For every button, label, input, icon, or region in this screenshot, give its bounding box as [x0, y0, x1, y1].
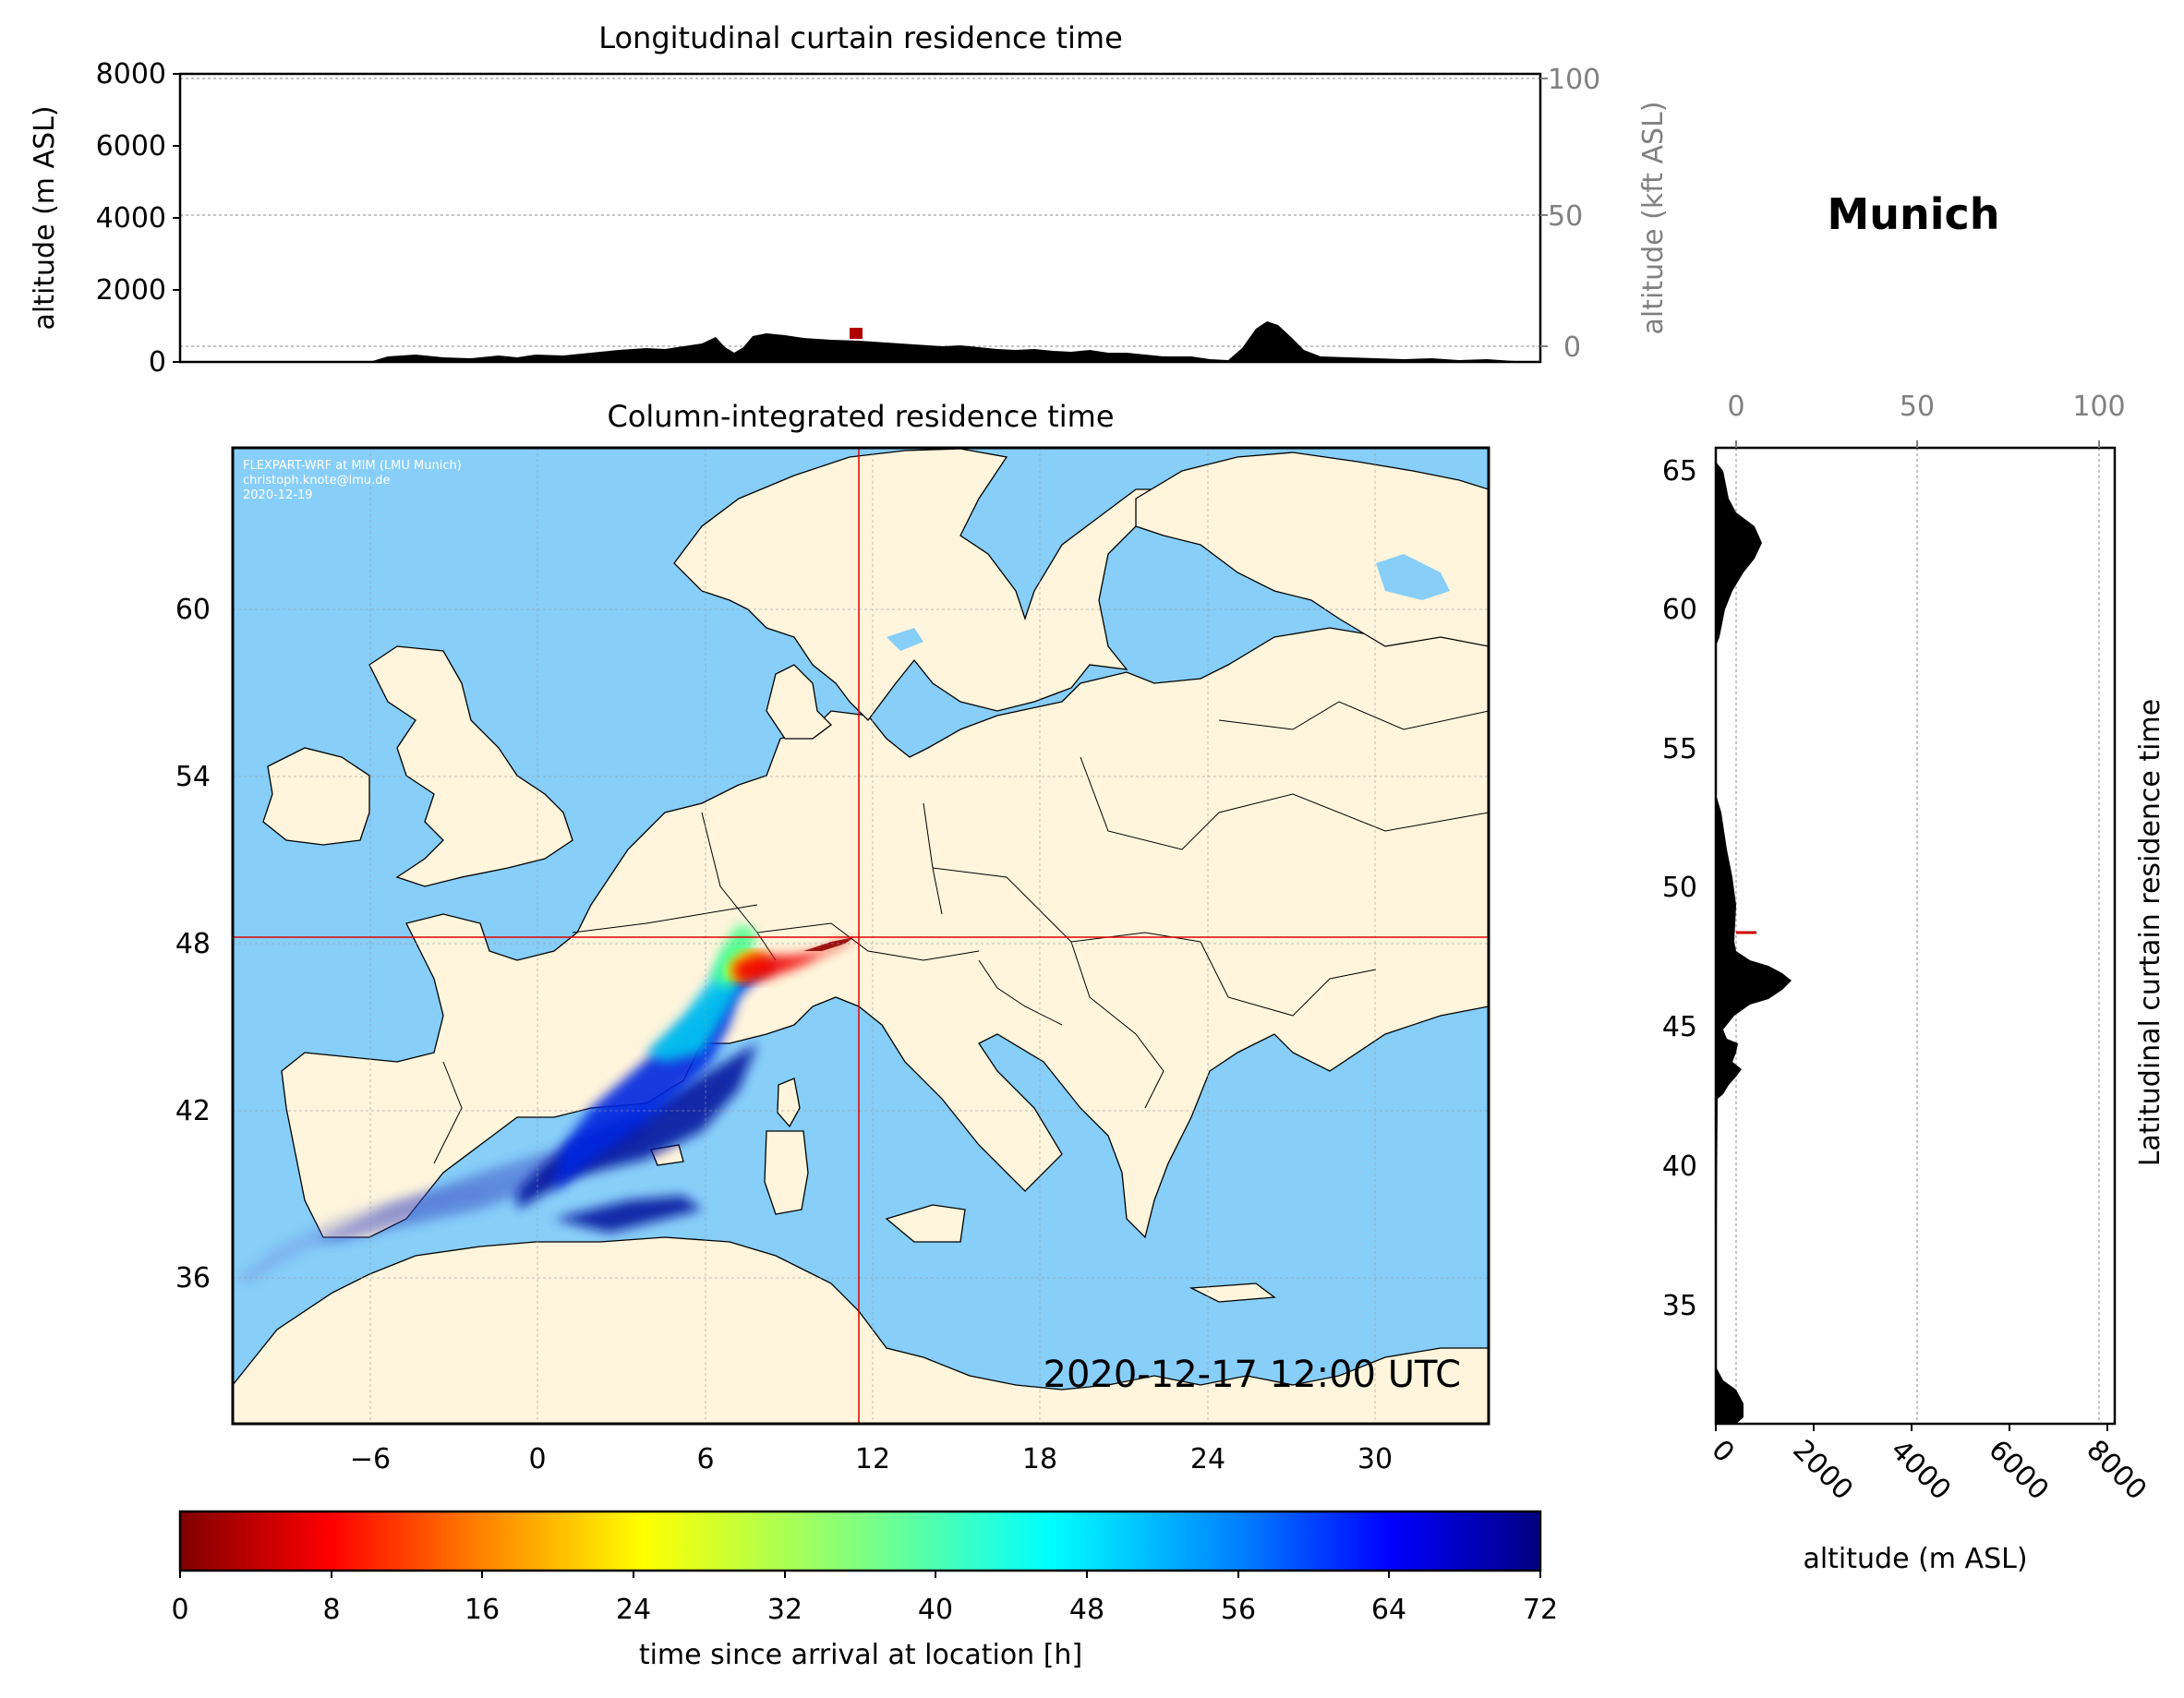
map-x-tick-12: 12 — [855, 1443, 890, 1475]
map-land-corsica — [777, 1078, 801, 1128]
side-top-tick-50: 50 — [1900, 391, 1935, 423]
map-x-tick-m6: −6 — [350, 1443, 391, 1475]
colorbar-tick-24: 24 — [616, 1594, 651, 1626]
map-x-tick-0: 0 — [528, 1443, 546, 1475]
side-bottom-tick-6000: 6000 — [1982, 1434, 2055, 1507]
map-timestamp: 2020-12-17 12:00 UTC — [1044, 1354, 1461, 1396]
side-curtain-frame — [1714, 446, 2117, 1426]
top-left-axis: 0 2000 4000 6000 8000 — [96, 58, 180, 379]
map-x-tick-30: 30 — [1357, 1443, 1393, 1475]
side-curtain-terrain — [1716, 462, 1792, 1424]
side-bottom-axis-label: altitude (m ASL) — [1803, 1543, 2027, 1575]
plume-head-dark — [803, 937, 854, 951]
map-plume — [235, 923, 859, 1283]
colorbar-tick-16: 16 — [465, 1594, 500, 1626]
top-curtain-frame — [178, 72, 1542, 364]
top-curtain-residence-marker — [850, 328, 863, 339]
map-y-tick-42: 42 — [175, 1095, 211, 1127]
colorbar-tick-56: 56 — [1221, 1594, 1256, 1626]
credit-line-2: christoph.knote@lmu.de — [243, 474, 391, 488]
map-land-sardinia — [764, 1130, 809, 1215]
top-right-axis-label: altitude (kft ASL) — [1637, 101, 1670, 334]
colorbar — [178, 1510, 1542, 1572]
map-x-axis: −6 0 6 12 18 24 30 — [350, 1443, 1393, 1475]
top-curtain-terrain — [180, 321, 1540, 362]
top-left-tick-4000: 4000 — [96, 202, 166, 235]
map-land-continent — [281, 627, 1489, 1239]
side-bottom-axis: 0 2000 4000 6000 8000 — [1705, 1424, 2153, 1507]
top-left-axis-label: altitude (m ASL) — [29, 105, 61, 330]
side-lat-tick-50: 50 — [1662, 872, 1697, 904]
top-right-axis: 0 50 100 — [1540, 64, 1600, 364]
receptor-crosshair — [233, 448, 1489, 1424]
map-land-britain — [368, 645, 573, 887]
top-curtain-plot — [178, 72, 1542, 364]
map-y-axis: 60 54 48 42 36 — [175, 594, 211, 1295]
colorbar-tick-0: 0 — [171, 1594, 188, 1626]
side-curtain-plot — [1714, 446, 2117, 1426]
side-bottom-tick-2000: 2000 — [1786, 1434, 1859, 1507]
map-panel-title: Column-integrated residence time — [607, 399, 1114, 434]
colorbar-ticks: 0 8 16 24 32 40 48 56 64 72 — [171, 1571, 1558, 1626]
colorbar-tick-48: 48 — [1069, 1594, 1104, 1626]
map-y-tick-60: 60 — [175, 594, 211, 626]
plume-body-deep — [517, 1043, 757, 1233]
map-y-tick-36: 36 — [175, 1262, 211, 1295]
top-right-tick-100: 100 — [1548, 64, 1600, 96]
top-left-tick-6000: 6000 — [96, 130, 166, 163]
credit-line-3: 2020-12-19 — [243, 488, 313, 502]
side-lat-axis: 65 60 55 50 45 40 35 — [1662, 455, 1697, 1322]
map-x-tick-6: 6 — [696, 1443, 714, 1475]
side-lat-tick-40: 40 — [1662, 1150, 1697, 1183]
map-y-tick-54: 54 — [175, 761, 211, 793]
colorbar-label: time since arrival at location [h] — [639, 1639, 1082, 1671]
plume-body-green — [711, 923, 757, 988]
top-right-tick-0: 0 — [1563, 331, 1581, 364]
credit-line-1: FLEXPART-WRF at MIM (LMU Munich) — [243, 459, 462, 473]
side-lat-tick-60: 60 — [1662, 594, 1697, 626]
map-land-sicily — [885, 1204, 966, 1243]
map-land-finland — [1135, 452, 1489, 647]
colorbar-tick-32: 32 — [767, 1594, 802, 1626]
top-left-tick-0: 0 — [149, 346, 166, 379]
top-left-tick-2000: 2000 — [96, 274, 166, 307]
colorbar-tick-64: 64 — [1371, 1594, 1406, 1626]
map-credits: FLEXPART-WRF at MIM (LMU Munich) christo… — [243, 459, 462, 502]
side-top-tick-100: 100 — [2072, 391, 2125, 423]
colorbar-tick-72: 72 — [1523, 1594, 1558, 1626]
top-left-tick-8000: 8000 — [96, 58, 166, 90]
map-land-ireland — [262, 747, 370, 846]
map-land-crete — [1189, 1283, 1276, 1303]
map-land-denmark — [766, 664, 832, 740]
map-lake-vanern — [887, 628, 923, 651]
side-top-axis: 0 50 100 — [1727, 391, 2126, 448]
location-title: Munich — [1827, 189, 1999, 239]
side-right-axis-label: Latitudinal curtain residence time — [2134, 699, 2166, 1166]
side-lat-tick-35: 35 — [1662, 1290, 1697, 1322]
side-bottom-tick-0: 0 — [1705, 1434, 1740, 1469]
side-lat-tick-45: 45 — [1662, 1011, 1697, 1043]
map-frame — [231, 446, 1490, 1426]
map-land-scandinavia — [673, 448, 1165, 721]
side-lat-tick-65: 65 — [1662, 455, 1697, 488]
map-land-north-africa — [233, 1236, 1489, 1424]
map-x-tick-24: 24 — [1190, 1443, 1225, 1475]
top-panel-title: Longitudinal curtain residence time — [598, 20, 1123, 55]
map-lake-ladoga — [1376, 554, 1450, 600]
top-right-tick-50: 50 — [1548, 200, 1583, 233]
side-lat-tick-55: 55 — [1662, 733, 1697, 765]
side-top-tick-0: 0 — [1727, 391, 1744, 423]
side-bottom-tick-4000: 4000 — [1884, 1434, 1957, 1507]
map-borders — [433, 701, 1489, 1164]
map-plot — [233, 448, 1489, 1424]
map-gridlines — [233, 448, 1489, 1424]
map-y-tick-48: 48 — [175, 928, 211, 960]
colorbar-tick-8: 8 — [322, 1594, 340, 1626]
map-x-tick-18: 18 — [1022, 1443, 1057, 1475]
side-bottom-tick-8000: 8000 — [2080, 1434, 2153, 1507]
colorbar-tick-40: 40 — [918, 1594, 953, 1626]
